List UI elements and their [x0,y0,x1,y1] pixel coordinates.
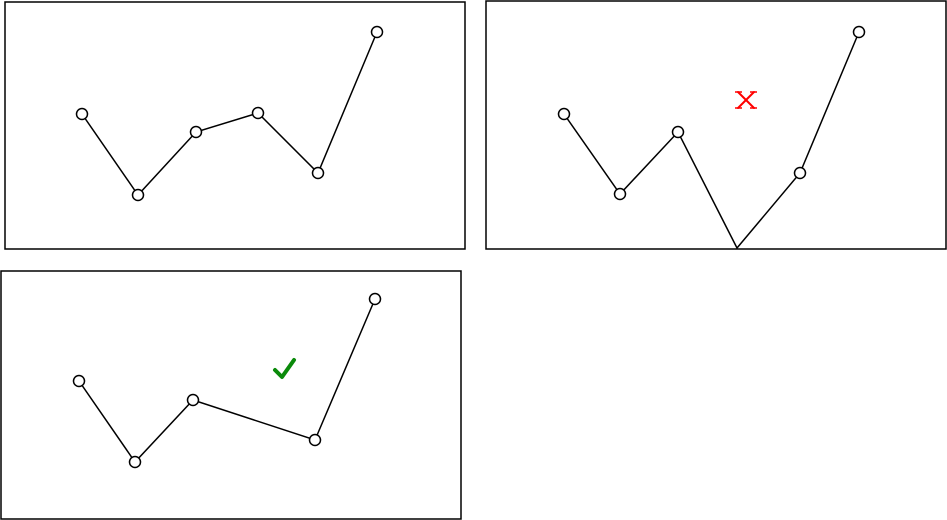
incorrect-simplification-panel [485,0,947,250]
correct-simplification-panel [0,270,462,520]
vertex [128,455,142,469]
vertex [613,187,627,201]
panel-border [0,270,462,520]
panel-border [485,0,947,250]
vertex [186,393,200,407]
vertex [72,374,86,388]
vertex [131,188,145,202]
vertex [75,107,89,121]
polyline [563,31,860,250]
vertex [251,106,265,120]
vertex [370,25,384,39]
panel-border [4,1,466,250]
original-polyline-panel [4,1,466,250]
cross-mark-icon [735,91,757,109]
vertex [368,292,382,306]
vertex [671,125,685,139]
polyline [81,31,378,197]
vertex [311,166,325,180]
vertex [557,107,571,121]
vertex [189,125,203,139]
vertex [793,166,807,180]
vertex [308,433,322,447]
check-mark-icon [273,358,296,379]
vertex [852,25,866,39]
